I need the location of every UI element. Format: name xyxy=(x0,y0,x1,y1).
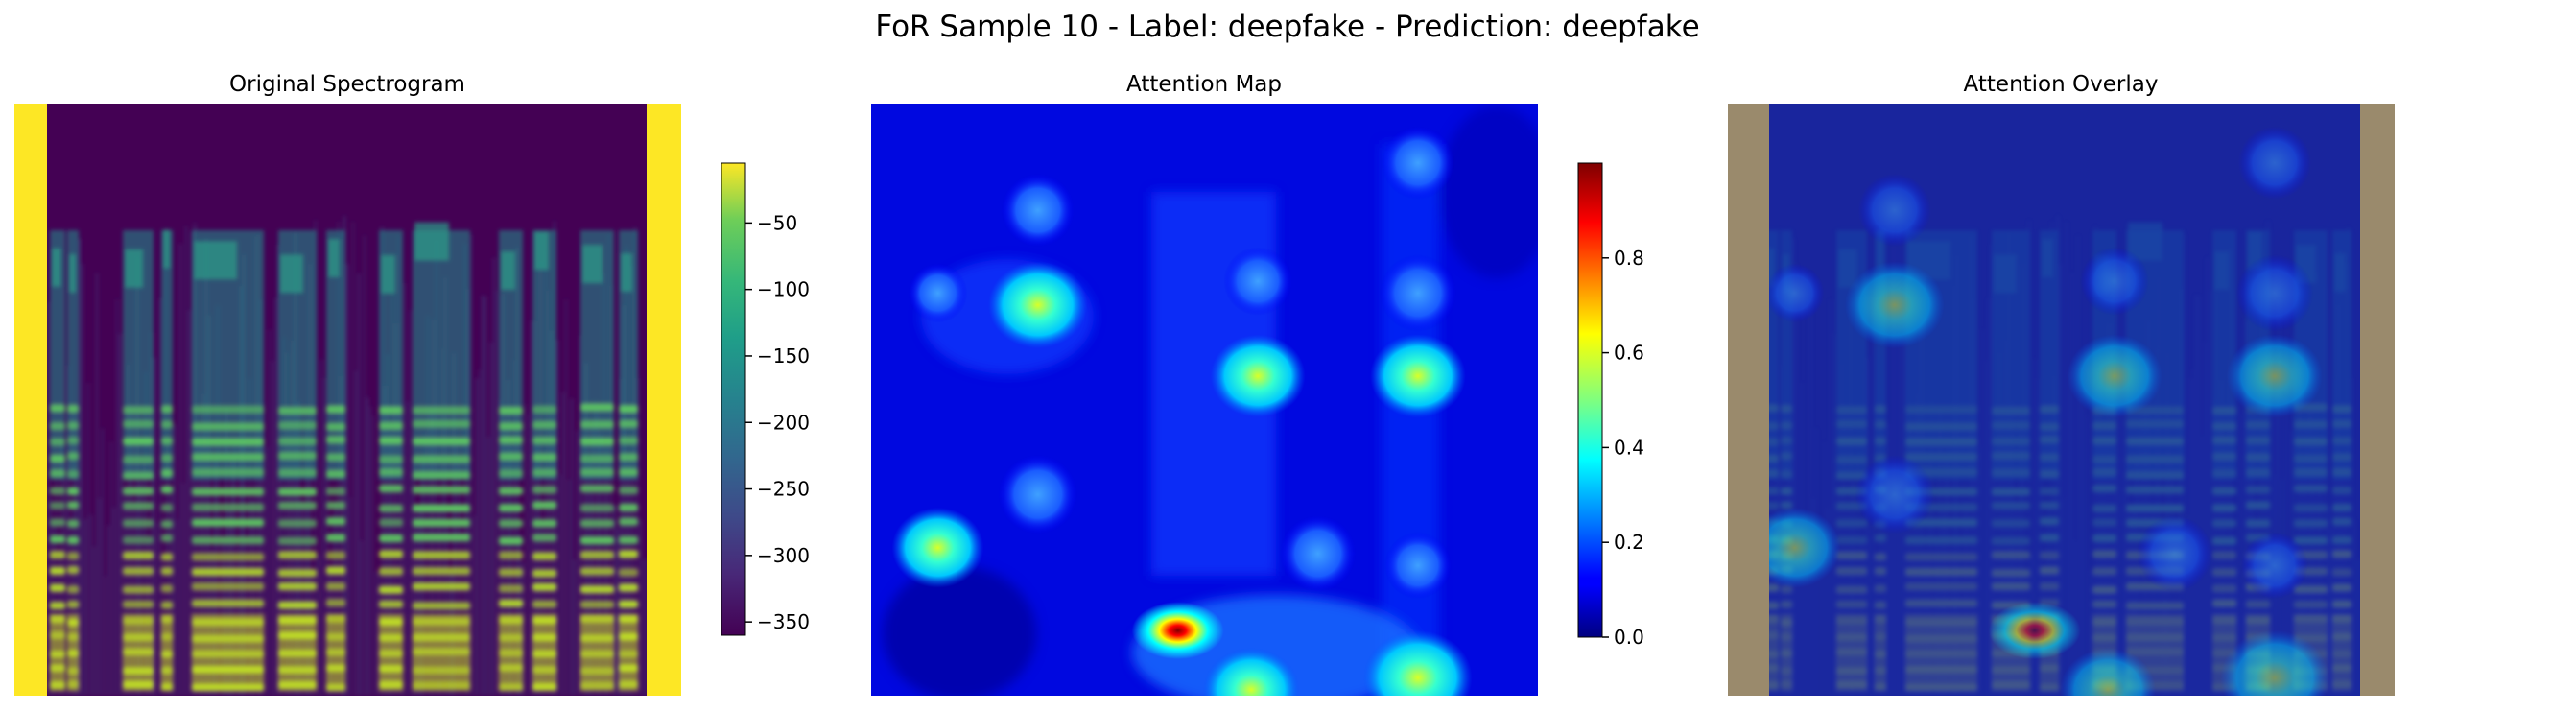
overlay-pad-right xyxy=(2517,104,2519,696)
attention-hotspot xyxy=(1223,247,1292,316)
spectrogram-colorbar-tick-label: −300 xyxy=(757,544,810,567)
attention-hotspot xyxy=(1210,334,1306,418)
attention-colorbar-bar xyxy=(1577,162,1603,638)
attention-map-title: Attention Map xyxy=(1126,72,1282,97)
figure-title: FoR Sample 10 - Label: deepfake - Predic… xyxy=(875,10,1699,44)
spectrogram-colorbar-tick-label: −50 xyxy=(757,211,797,234)
spectrogram-colorbar-tick-label: −150 xyxy=(757,344,810,368)
attention-hotspot xyxy=(1381,126,1454,200)
attention-colorbar-tick-label: 0.2 xyxy=(1614,531,1644,554)
attention-colorbar: 0.0 0.2 0.4 0.6 0.8 xyxy=(1577,162,1644,649)
attention-colorbar-tick-label: 0.8 xyxy=(1614,247,1644,270)
attention-colorbar-tick-label: 0.0 xyxy=(1614,626,1644,649)
spectrogram-colorbar-tick-label: −350 xyxy=(757,610,810,633)
attention-colorbar-tick-label: 0.6 xyxy=(1614,342,1644,365)
spectrogram-title: Original Spectrogram xyxy=(229,72,465,97)
attention-hotspot xyxy=(1131,602,1224,660)
attention-overlay-title: Attention Overlay xyxy=(1964,72,2159,97)
attention-colorbar-tick-label: 0.4 xyxy=(1614,436,1644,459)
attention-hotspot xyxy=(1280,515,1357,592)
spectrogram-pad-right xyxy=(647,104,681,696)
attention-hotspot xyxy=(1203,648,1300,696)
spectrogram-colorbar: −50 −100 −150 −200 −250 −300 −350 xyxy=(721,162,810,636)
spectrogram-image xyxy=(14,104,681,696)
attention-hotspot xyxy=(1001,174,1075,248)
spectrogram-colorbar-bar xyxy=(721,162,746,636)
attention-hotspot xyxy=(1384,532,1452,600)
spectrogram-colorbar-tick-label: −100 xyxy=(757,278,810,301)
spectrogram-pad-left xyxy=(14,104,47,696)
overlay-pad-left xyxy=(1728,104,1769,696)
attention-overlay-image xyxy=(1728,104,2519,696)
spectrogram-colorbar-tick-label: −250 xyxy=(757,478,810,501)
attention-hotspot xyxy=(998,455,1077,534)
attention-hotspot xyxy=(1363,629,1473,696)
attention-hotspot xyxy=(1369,334,1466,418)
spectrogram-colorbar-tick-label: −200 xyxy=(757,411,810,434)
attention-hotspot xyxy=(908,263,968,323)
attention-hotspot xyxy=(1379,254,1456,332)
attention-map-image xyxy=(871,104,1538,696)
attention-hotspot xyxy=(987,261,1088,349)
attention-hotspot xyxy=(891,507,984,588)
